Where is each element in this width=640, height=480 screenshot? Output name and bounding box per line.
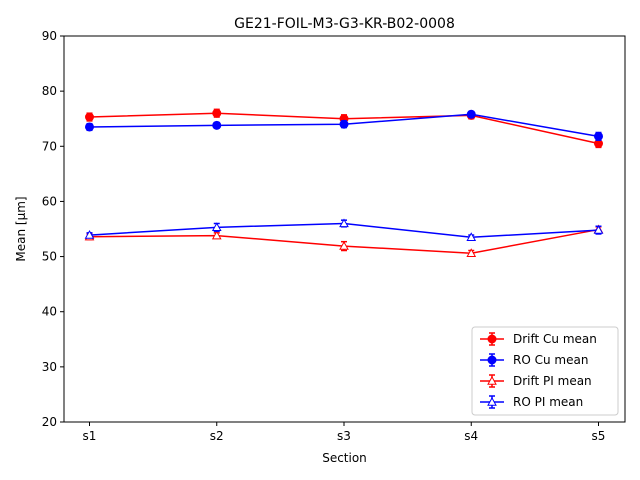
y-axis-label: Mean [μm]: [14, 196, 28, 261]
legend-label: Drift Cu mean: [513, 332, 597, 346]
x-axis-label: Section: [322, 451, 367, 465]
y-tick-label: 20: [42, 415, 57, 429]
data-point: [85, 122, 94, 132]
data-point: [85, 112, 94, 122]
y-axis: 20 30 40 50 60 70 80 90: [42, 29, 64, 429]
data-point: [212, 120, 222, 130]
legend-marker: [487, 375, 497, 385]
legend-marker: [487, 396, 497, 406]
x-tick-label: s2: [210, 429, 224, 443]
data-point: [339, 119, 349, 129]
x-tick-label: s1: [83, 429, 97, 443]
y-tick-label: 30: [42, 360, 57, 374]
x-tick-label: s4: [464, 429, 478, 443]
y-tick-label: 80: [42, 84, 57, 98]
chart-title: GE21-FOIL-M3-G3-KR-B02-0008: [234, 16, 455, 32]
legend-marker: [487, 334, 497, 344]
y-tick-label: 60: [42, 194, 57, 208]
y-tick-label: 90: [42, 29, 57, 43]
series-ro-cu-mean: [85, 109, 603, 141]
y-tick-label: 40: [42, 305, 57, 319]
x-tick-label: s3: [337, 429, 351, 443]
legend-label: Drift PI mean: [513, 374, 592, 388]
x-tick-label: s5: [592, 429, 606, 443]
data-point: [594, 131, 603, 141]
data-point: [466, 109, 476, 119]
data-point: [84, 230, 95, 239]
data-point: [212, 108, 222, 118]
data-point: [211, 222, 222, 232]
legend-label: RO PI mean: [513, 395, 583, 409]
data-point: [593, 225, 604, 234]
series-ro-pi-mean: [84, 218, 604, 241]
data-point: [466, 232, 477, 241]
x-axis: s1 s2 s3 s4 s5: [83, 422, 606, 443]
y-tick-label: 70: [42, 139, 57, 153]
data-point: [466, 248, 477, 257]
series-layer: [84, 108, 604, 257]
data-point: [339, 218, 349, 228]
y-tick-label: 50: [42, 250, 57, 264]
legend-marker: [487, 355, 497, 365]
data-point: [211, 230, 222, 240]
legend-label: RO Cu mean: [513, 353, 588, 367]
legend-box: [471, 326, 619, 416]
data-point: [339, 241, 349, 250]
legend: Drift Cu mean RO Cu mean Drift PI mean RO P…: [471, 326, 619, 416]
